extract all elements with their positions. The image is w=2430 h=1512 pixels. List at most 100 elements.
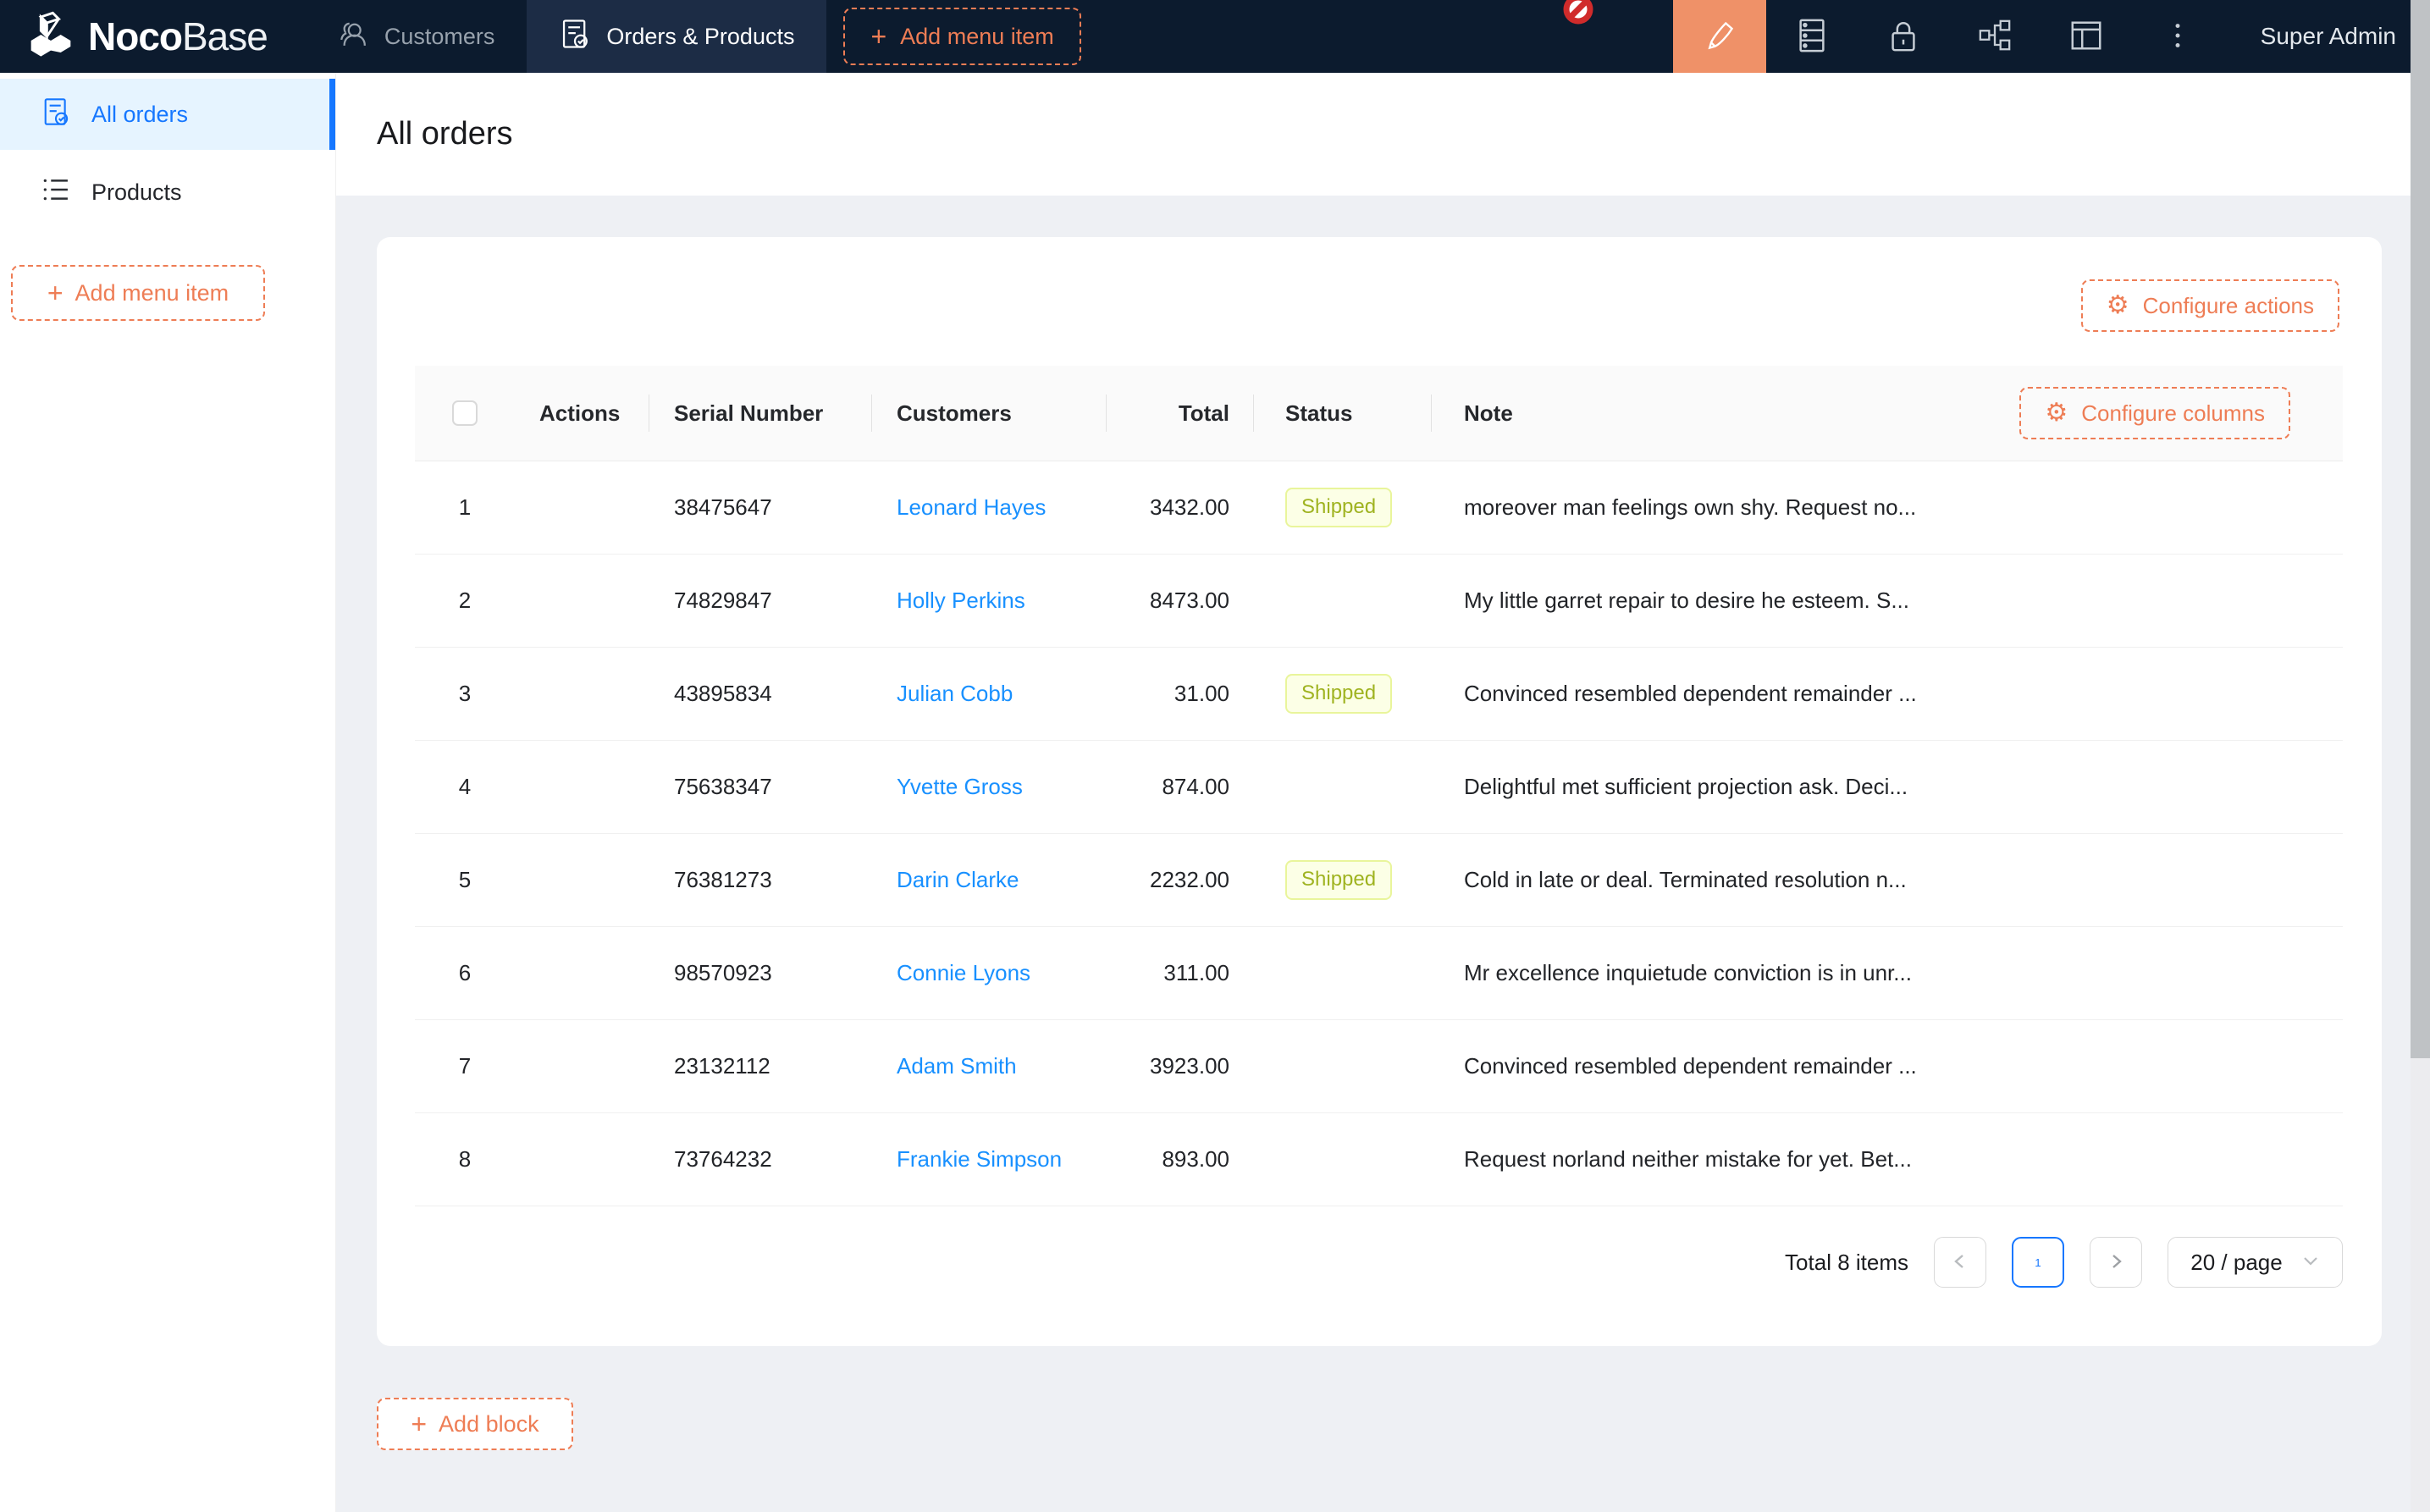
customer-link[interactable]: Julian Cobb [897, 681, 1013, 706]
column-header-actions[interactable]: Actions [515, 366, 649, 461]
customer-cell: Holly Perkins [872, 588, 1107, 614]
customer-cell: Darin Clarke [872, 867, 1107, 893]
status-cell: Shipped [1254, 674, 1432, 714]
blocked-cursor-icon [1563, 0, 1593, 29]
page-header: All orders [336, 73, 2430, 196]
document-check-icon [559, 18, 591, 56]
plus-icon: + [870, 21, 887, 52]
column-header-total[interactable]: Total [1107, 366, 1254, 461]
serial-number-cell: 38475647 [674, 494, 772, 520]
user-menu[interactable]: Super Admin [2260, 23, 2396, 49]
note-cell: Cold in late or deal. Terminated resolut… [1464, 867, 1907, 892]
total-cell: 8473.00 [1150, 588, 1229, 613]
scrollbar-track[interactable] [2411, 0, 2430, 1512]
customer-link[interactable]: Connie Lyons [897, 960, 1031, 985]
select-all-cell [415, 366, 515, 461]
more-icon [2160, 18, 2195, 56]
people-icon [337, 18, 369, 56]
serial-number-cell: 76381273 [674, 867, 772, 892]
pagination-next-button[interactable] [2090, 1237, 2142, 1288]
sidebar-item-all-orders[interactable]: All orders [0, 79, 335, 150]
nav-tab-label: Customers [384, 23, 495, 49]
customer-cell: Julian Cobb [872, 681, 1107, 707]
configure-actions-button[interactable]: ⚙ Configure actions [2080, 279, 2339, 332]
page-title: All orders [377, 116, 513, 152]
table-body: 1 38475647 Leonard Hayes 3432.00 Shipped… [415, 461, 2343, 1206]
workflow-button[interactable] [1949, 0, 2041, 73]
more-options-button[interactable] [2132, 0, 2223, 73]
column-header-customers[interactable]: Customers [872, 366, 1107, 461]
sidebar-item-products[interactable]: Products [0, 157, 335, 228]
pagination-page-1-button[interactable]: 1 [2012, 1237, 2064, 1288]
pagination: Total 8 items 1 [415, 1237, 2343, 1288]
column-header-status[interactable]: Status [1254, 366, 1432, 461]
status-cell: Shipped [1254, 488, 1432, 527]
customer-link[interactable]: Yvette Gross [897, 774, 1023, 799]
customer-link[interactable]: Frankie Simpson [897, 1146, 1063, 1172]
total-cell: 3432.00 [1150, 494, 1229, 520]
sidebar-add-menu-item-button[interactable]: + Add menu item [11, 265, 265, 321]
orders-table: Actions Serial Number Customers Total St… [415, 366, 2343, 1288]
page-size-select[interactable]: 20 / page [2168, 1237, 2343, 1288]
serial-number-cell: 73764232 [674, 1146, 772, 1172]
row-index: 8 [458, 1146, 472, 1172]
main-content: All orders ⚙ Configure actions Actions [336, 73, 2430, 1512]
sidebar: All orders Products + Add menu item [0, 73, 336, 1512]
select-all-checkbox[interactable] [452, 400, 478, 426]
serial-number-cell: 23132112 [674, 1053, 770, 1079]
nav-tab-orders-products[interactable]: Orders & Products [527, 0, 827, 73]
collections-manager-button[interactable] [1766, 0, 1858, 73]
note-cell: moreover man feelings own shy. Request n… [1464, 494, 1917, 520]
note-cell: My little garret repair to desire he est… [1464, 588, 1909, 613]
nav-tab-customers[interactable]: Customers [305, 0, 527, 73]
acl-lock-button[interactable] [1858, 0, 1949, 73]
design-pen-icon [1703, 19, 1737, 55]
document-check-icon [41, 97, 71, 133]
serial-number-cell: 75638347 [674, 774, 772, 799]
customer-link[interactable]: Leonard Hayes [897, 494, 1047, 520]
list-icon [41, 174, 71, 211]
nocobase-logo[interactable]: NocoBase [0, 0, 305, 73]
nav-add-menu-item-button[interactable]: + Add menu item [843, 8, 1081, 65]
pagination-total: Total 8 items [1785, 1249, 1908, 1275]
table-row: 1 38475647 Leonard Hayes 3432.00 Shipped… [415, 461, 2343, 555]
customer-cell: Adam Smith [872, 1053, 1107, 1079]
status-cell: Shipped [1254, 860, 1432, 900]
nocobase-logo-text: NocoBase [88, 14, 268, 58]
note-cell: Convinced resembled dependent remainder … [1464, 1053, 1917, 1079]
note-cell: Mr excellence inquietude conviction is i… [1464, 960, 1912, 985]
layout-icon [2068, 18, 2104, 56]
customer-link[interactable]: Holly Perkins [897, 588, 1025, 613]
layout-settings-button[interactable] [2041, 0, 2132, 73]
add-block-button[interactable]: + Add block [377, 1398, 573, 1450]
pagination-prev-button[interactable] [1934, 1237, 1986, 1288]
note-cell: Request norland neither mistake for yet.… [1464, 1146, 1912, 1172]
row-index: 5 [458, 867, 472, 892]
top-navbar: NocoBase Customers Orders & Products + A… [0, 0, 2430, 73]
customer-cell: Frankie Simpson [872, 1146, 1107, 1173]
serial-number-cell: 74829847 [674, 588, 772, 613]
customer-link[interactable]: Darin Clarke [897, 867, 1019, 892]
table-row: 6 98570923 Connie Lyons 311.00 Mr excell… [415, 927, 2343, 1020]
customer-link[interactable]: Adam Smith [897, 1053, 1017, 1079]
chevron-right-icon [2107, 1252, 2125, 1273]
configure-columns-button[interactable]: ⚙ Configure columns [2019, 387, 2290, 439]
note-cell: Delightful met sufficient projection ask… [1464, 774, 1908, 799]
sidebar-item-label: Products [91, 179, 182, 205]
table-row: 7 23132112 Adam Smith 3923.00 Convinced … [415, 1020, 2343, 1113]
ui-editor-button[interactable] [1672, 0, 1766, 73]
total-cell: 3923.00 [1150, 1053, 1229, 1079]
row-index: 4 [458, 774, 472, 799]
serial-number-cell: 98570923 [674, 960, 772, 985]
column-header-serial-number[interactable]: Serial Number [649, 366, 872, 461]
total-cell: 31.00 [1174, 681, 1229, 706]
table-row: 2 74829847 Holly Perkins 8473.00 My litt… [415, 555, 2343, 648]
table-header-row: Actions Serial Number Customers Total St… [415, 366, 2343, 461]
table-row: 5 76381273 Darin Clarke 2232.00 Shipped … [415, 834, 2343, 927]
row-index: 2 [458, 588, 472, 613]
status-badge: Shipped [1285, 674, 1393, 714]
scrollbar-thumb[interactable] [2411, 0, 2430, 1058]
customer-cell: Connie Lyons [872, 960, 1107, 986]
chevron-left-icon [1951, 1252, 1969, 1273]
lock-icon [1886, 18, 1921, 56]
